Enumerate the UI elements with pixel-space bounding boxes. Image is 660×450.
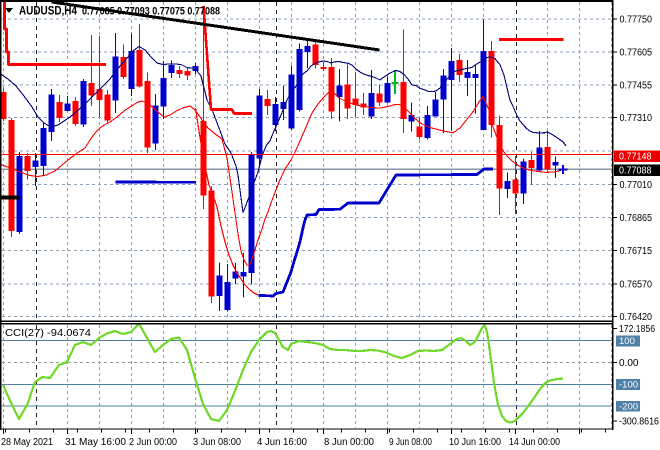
svg-text:0.77310: 0.77310 [620, 113, 653, 124]
svg-text:0.77455: 0.77455 [620, 81, 653, 92]
svg-text:0.77605: 0.77605 [620, 48, 653, 59]
svg-text:2 Jun 00:00: 2 Jun 00:00 [129, 437, 177, 448]
svg-text:-100: -100 [619, 380, 638, 391]
svg-text:100: 100 [619, 336, 635, 347]
svg-text:8 Jun 00:00: 8 Jun 00:00 [324, 437, 374, 448]
svg-text:14 Jun 00:00: 14 Jun 00:00 [509, 437, 560, 448]
svg-text:0.76865: 0.76865 [620, 213, 653, 224]
svg-text:28 May 2021: 28 May 2021 [1, 437, 53, 448]
svg-text:0.76420: 0.76420 [620, 312, 653, 323]
svg-text:10 Jun 16:00: 10 Jun 16:00 [449, 437, 501, 448]
svg-text:4 Jun 16:00: 4 Jun 16:00 [257, 437, 307, 448]
svg-text:-300.8616: -300.8616 [619, 417, 659, 428]
svg-text:0.00: 0.00 [619, 358, 639, 369]
svg-text:0.76570: 0.76570 [620, 279, 653, 290]
svg-text:-200: -200 [619, 401, 638, 412]
svg-text:0.77750: 0.77750 [620, 14, 653, 25]
svg-text:0.77085 0.77093 0.77075 0.7708: 0.77085 0.77093 0.77075 0.77088 [82, 6, 220, 18]
svg-text:CCI(27) -94.0674: CCI(27) -94.0674 [5, 327, 91, 339]
svg-text:0.76715: 0.76715 [620, 246, 653, 257]
svg-text:172.1856: 172.1856 [619, 324, 655, 335]
svg-text:31 May 16:00: 31 May 16:00 [65, 437, 126, 448]
svg-text:9 Jun 08:00: 9 Jun 08:00 [389, 437, 432, 448]
svg-text:3 Jun 08:00: 3 Jun 08:00 [193, 437, 241, 448]
svg-text:AUDUSD,H4: AUDUSD,H4 [19, 6, 78, 18]
svg-text:0.77088: 0.77088 [619, 165, 652, 176]
svg-text:0.77010: 0.77010 [620, 180, 653, 191]
svg-text:0.77148: 0.77148 [619, 152, 652, 163]
